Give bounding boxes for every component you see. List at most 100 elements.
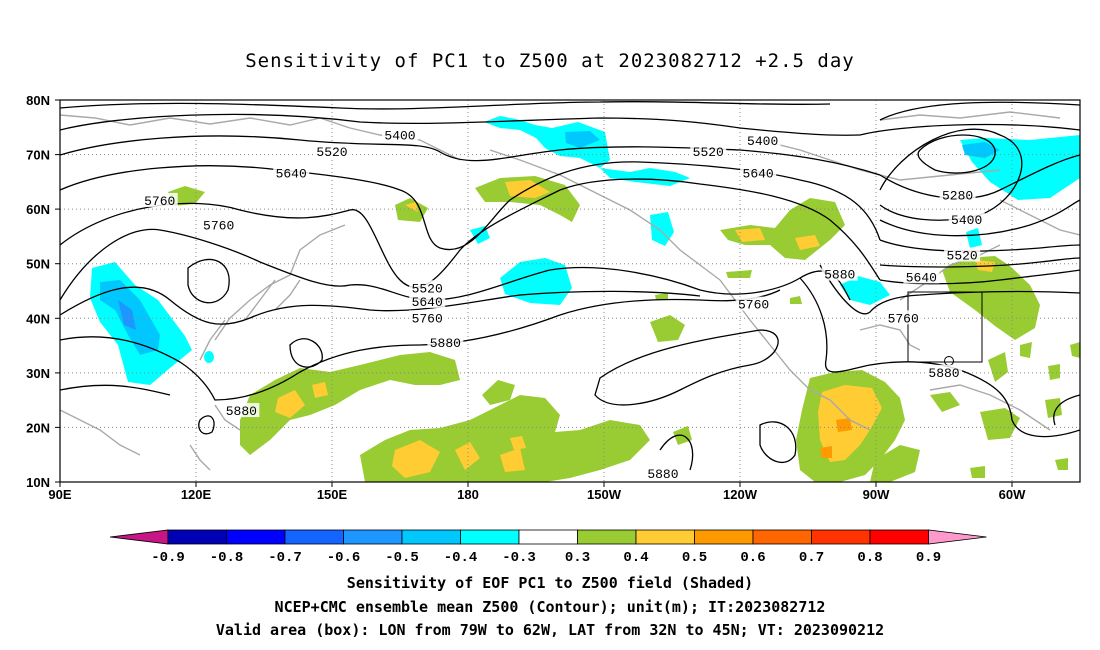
- caption-line-1: Sensitivity of EOF PC1 to Z500 field (Sh…: [346, 574, 754, 592]
- contour-label-bg: [141, 192, 178, 207]
- contour-label-bg: [903, 269, 940, 284]
- contour-label: 5760: [144, 194, 175, 209]
- colorbar-swatch: [694, 529, 754, 545]
- contour-label: 5640: [743, 167, 774, 182]
- colorbar-min-arrow: [109, 529, 169, 545]
- contour-label-bg: [740, 165, 777, 180]
- colorbar-swatch: [401, 529, 461, 545]
- contour-label-bg: [690, 143, 727, 158]
- colorbar-max-arrow: [928, 529, 987, 545]
- map-frame: [59, 99, 1081, 483]
- contour-label: 5520: [316, 145, 347, 160]
- colorbar-label: 0.4: [623, 550, 648, 566]
- contour-label: 5280: [942, 189, 973, 204]
- contour-label: 5400: [951, 213, 982, 228]
- contour-label-bg: [427, 334, 464, 349]
- lon-label: 150W: [587, 487, 622, 502]
- contour-label-bg: [644, 465, 681, 480]
- contour-label-bg: [885, 310, 922, 325]
- contour-label: 5520: [947, 249, 978, 264]
- lon-label: 180: [457, 487, 479, 502]
- colorbar-label: 0.7: [799, 550, 824, 566]
- colorbar-swatch: [518, 529, 578, 545]
- colorbar-label: -0.4: [444, 550, 478, 566]
- lat-labels: 80N 70N 60N 50N 40N 30N 20N 10N: [26, 93, 50, 490]
- target-marker: [944, 356, 954, 366]
- axis-ticks: [55, 99, 1013, 487]
- colorbar-label: 0.9: [916, 550, 941, 566]
- contour-label-bg: [735, 296, 772, 311]
- contour-label: 5520: [412, 281, 443, 296]
- colorbar-label: -0.7: [268, 550, 302, 566]
- colorbar-swatch: [752, 529, 812, 545]
- contour-label-bg: [948, 212, 985, 227]
- z500-contours: [60, 100, 1080, 471]
- colorbar-label: -0.3: [502, 550, 536, 566]
- colorbar-label: -0.5: [385, 550, 419, 566]
- lat-label: 20N: [26, 420, 50, 435]
- contour-label-bg: [409, 280, 446, 295]
- contour-label-bg: [200, 217, 237, 232]
- lat-label: 10N: [26, 475, 50, 490]
- lat-label: 80N: [26, 93, 50, 108]
- contour-label: 5640: [412, 295, 443, 310]
- contour-label-bg: [744, 132, 781, 147]
- contour-label-bg: [409, 310, 446, 325]
- contour-label-bg: [821, 266, 858, 281]
- contour-label: 5760: [888, 311, 919, 326]
- colorbar-swatch: [577, 529, 637, 545]
- contour-label-bg: [944, 247, 981, 262]
- contour-label: 5880: [226, 404, 257, 419]
- colorbar-swatch: [284, 529, 344, 545]
- lat-label: 30N: [26, 366, 50, 381]
- lat-label: 50N: [26, 257, 50, 272]
- contour-label: 5400: [384, 128, 415, 143]
- colorbar-label: 0.5: [682, 550, 707, 566]
- contour-label: 5640: [906, 270, 937, 285]
- colorbar: -0.9 -0.8 -0.7 -0.6 -0.5 -0.4 -0.3 0.3 0.4 0.5 0.6…: [109, 529, 987, 566]
- colorbar-swatch: [635, 529, 695, 545]
- lon-label: 90W: [863, 487, 890, 502]
- contour-label-bg: [314, 143, 350, 158]
- colorbar-label: -0.9: [151, 550, 185, 566]
- lon-label: 150E: [317, 487, 348, 502]
- contour-label-bg: [273, 165, 310, 180]
- contour-label: 5880: [928, 366, 959, 381]
- contour-label: 5520: [693, 145, 724, 160]
- contour-label: 5760: [203, 219, 234, 234]
- contour-label: 5880: [647, 467, 678, 482]
- lat-label: 70N: [26, 148, 50, 163]
- colorbar-swatch: [167, 529, 227, 545]
- contour-label: 5760: [412, 311, 443, 326]
- contour-label-bg: [223, 403, 260, 418]
- colorbar-label: -0.8: [210, 550, 244, 566]
- lat-lon-grid: [60, 100, 1080, 482]
- colorbar-label: 0.3: [565, 550, 590, 566]
- lon-labels: 90E 120E 150E 180 150W 120W 90W 60W: [48, 487, 1026, 502]
- caption-line-3: Valid area (box): LON from 79W to 62W, L…: [215, 621, 885, 639]
- contour-label-bg: [939, 187, 976, 202]
- contour-label: 5400: [747, 134, 778, 149]
- colorbar-swatch: [811, 529, 871, 545]
- colorbar-swatch: [460, 529, 520, 545]
- contour-label: 5760: [738, 298, 769, 313]
- lat-label: 60N: [26, 202, 50, 217]
- colorbar-label: 0.6: [740, 550, 765, 566]
- map-title: Sensitivity of PC1 to Z500 at 2023082712…: [245, 50, 855, 72]
- contour-label: 5640: [276, 167, 307, 182]
- colorbar-label: 0.8: [857, 550, 882, 566]
- positive-shading: [168, 176, 1080, 482]
- caption-line-2: NCEP+CMC ensemble mean Z500 (Contour); u…: [274, 598, 826, 616]
- negative-shading: [90, 116, 1080, 385]
- contour-label-bg: [409, 293, 446, 308]
- colorbar-swatch: [869, 529, 929, 545]
- contour-label-bg: [926, 364, 962, 379]
- colorbar-label: -0.6: [327, 550, 361, 566]
- colorbar-swatch: [343, 529, 403, 545]
- colorbar-swatch: [226, 529, 286, 545]
- lon-label: 120W: [723, 487, 758, 502]
- lon-label: 90E: [48, 487, 71, 502]
